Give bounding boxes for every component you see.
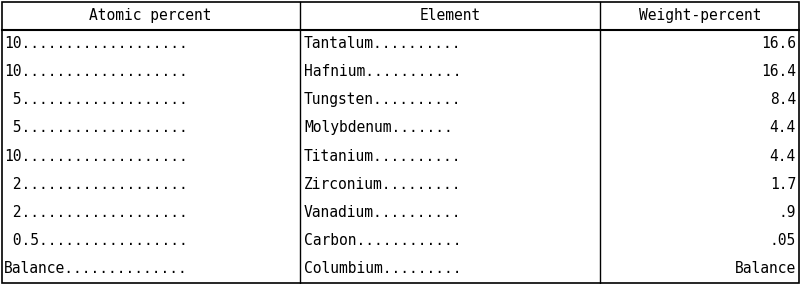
- Text: Balance..............: Balance..............: [4, 261, 188, 276]
- Text: Carbon............: Carbon............: [304, 233, 462, 248]
- Text: 2...................: 2...................: [4, 205, 188, 220]
- Text: 5...................: 5...................: [4, 120, 188, 135]
- Text: Element: Element: [419, 8, 481, 23]
- Text: Hafnium...........: Hafnium...........: [304, 64, 462, 79]
- Text: 2...................: 2...................: [4, 177, 188, 192]
- Text: Vanadium..........: Vanadium..........: [304, 205, 462, 220]
- Text: .9: .9: [778, 205, 796, 220]
- Text: 4.4: 4.4: [770, 149, 796, 164]
- Text: Molybdenum.......: Molybdenum.......: [304, 120, 453, 135]
- Text: 1.7: 1.7: [770, 177, 796, 192]
- Text: 16.6: 16.6: [761, 36, 796, 51]
- Text: 10...................: 10...................: [4, 149, 188, 164]
- Text: 0.5.................: 0.5.................: [4, 233, 188, 248]
- Text: 10...................: 10...................: [4, 36, 188, 51]
- Text: Tantalum..........: Tantalum..........: [304, 36, 462, 51]
- Text: 4.4: 4.4: [770, 120, 796, 135]
- Text: 10...................: 10...................: [4, 64, 188, 79]
- Text: 5...................: 5...................: [4, 92, 188, 107]
- Text: Balance: Balance: [734, 261, 796, 276]
- Text: 8.4: 8.4: [770, 92, 796, 107]
- Text: 16.4: 16.4: [761, 64, 796, 79]
- Text: Zirconium.........: Zirconium.........: [304, 177, 462, 192]
- Text: Atomic percent: Atomic percent: [89, 8, 211, 23]
- Text: Titanium..........: Titanium..........: [304, 149, 462, 164]
- Text: .05: .05: [770, 233, 796, 248]
- Text: Tungsten..........: Tungsten..........: [304, 92, 462, 107]
- Text: Weight-percent: Weight-percent: [638, 8, 762, 23]
- Text: Columbium.........: Columbium.........: [304, 261, 462, 276]
